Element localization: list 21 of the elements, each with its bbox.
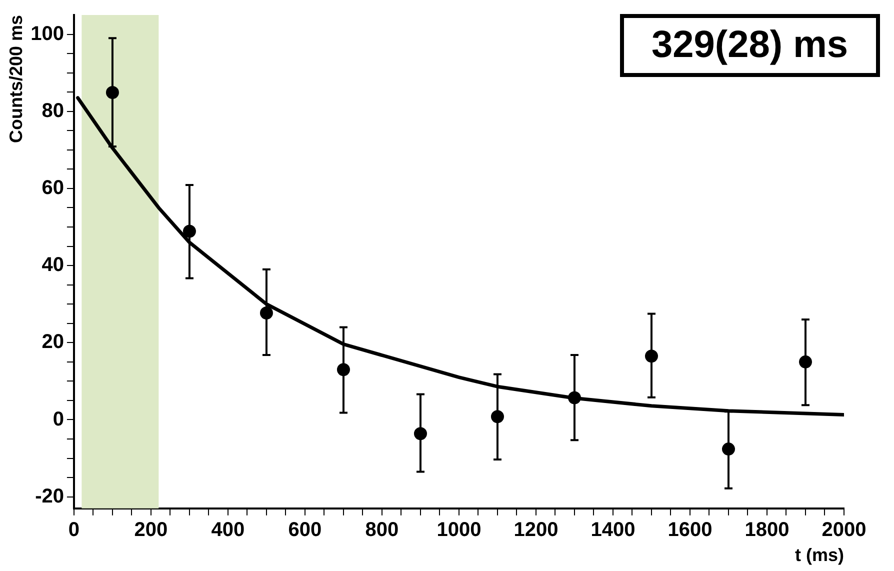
x-tick-label: 1200 <box>514 518 558 541</box>
x-tick-label: 0 <box>68 518 80 541</box>
x-tick-label: 600 <box>288 518 322 541</box>
x-tick-label: 1600 <box>668 518 712 541</box>
x-axis-title: t (ms) <box>795 545 844 566</box>
y-axis-title: Counts/200 ms <box>6 15 26 144</box>
y-tick-label: 100 <box>30 22 64 45</box>
x-tick-label: 1000 <box>436 518 482 541</box>
x-tick-label: 200 <box>134 518 168 541</box>
y-tick-label: 20 <box>42 331 64 354</box>
annotation: 329(28) ms <box>620 14 880 77</box>
y-tick-label: 60 <box>42 176 64 199</box>
x-tick-label: 800 <box>365 518 399 541</box>
x-tick-label: 400 <box>211 518 245 541</box>
x-tick-label: 2000 <box>822 518 866 541</box>
x-tick-label: 1400 <box>590 518 636 541</box>
y-tick-label: 40 <box>42 254 64 276</box>
x-tick-label: 1800 <box>744 518 790 541</box>
y-tick-label: -20 <box>35 485 64 508</box>
y-tick-label: 0 <box>52 408 64 430</box>
y-tick-label: 80 <box>42 100 64 122</box>
